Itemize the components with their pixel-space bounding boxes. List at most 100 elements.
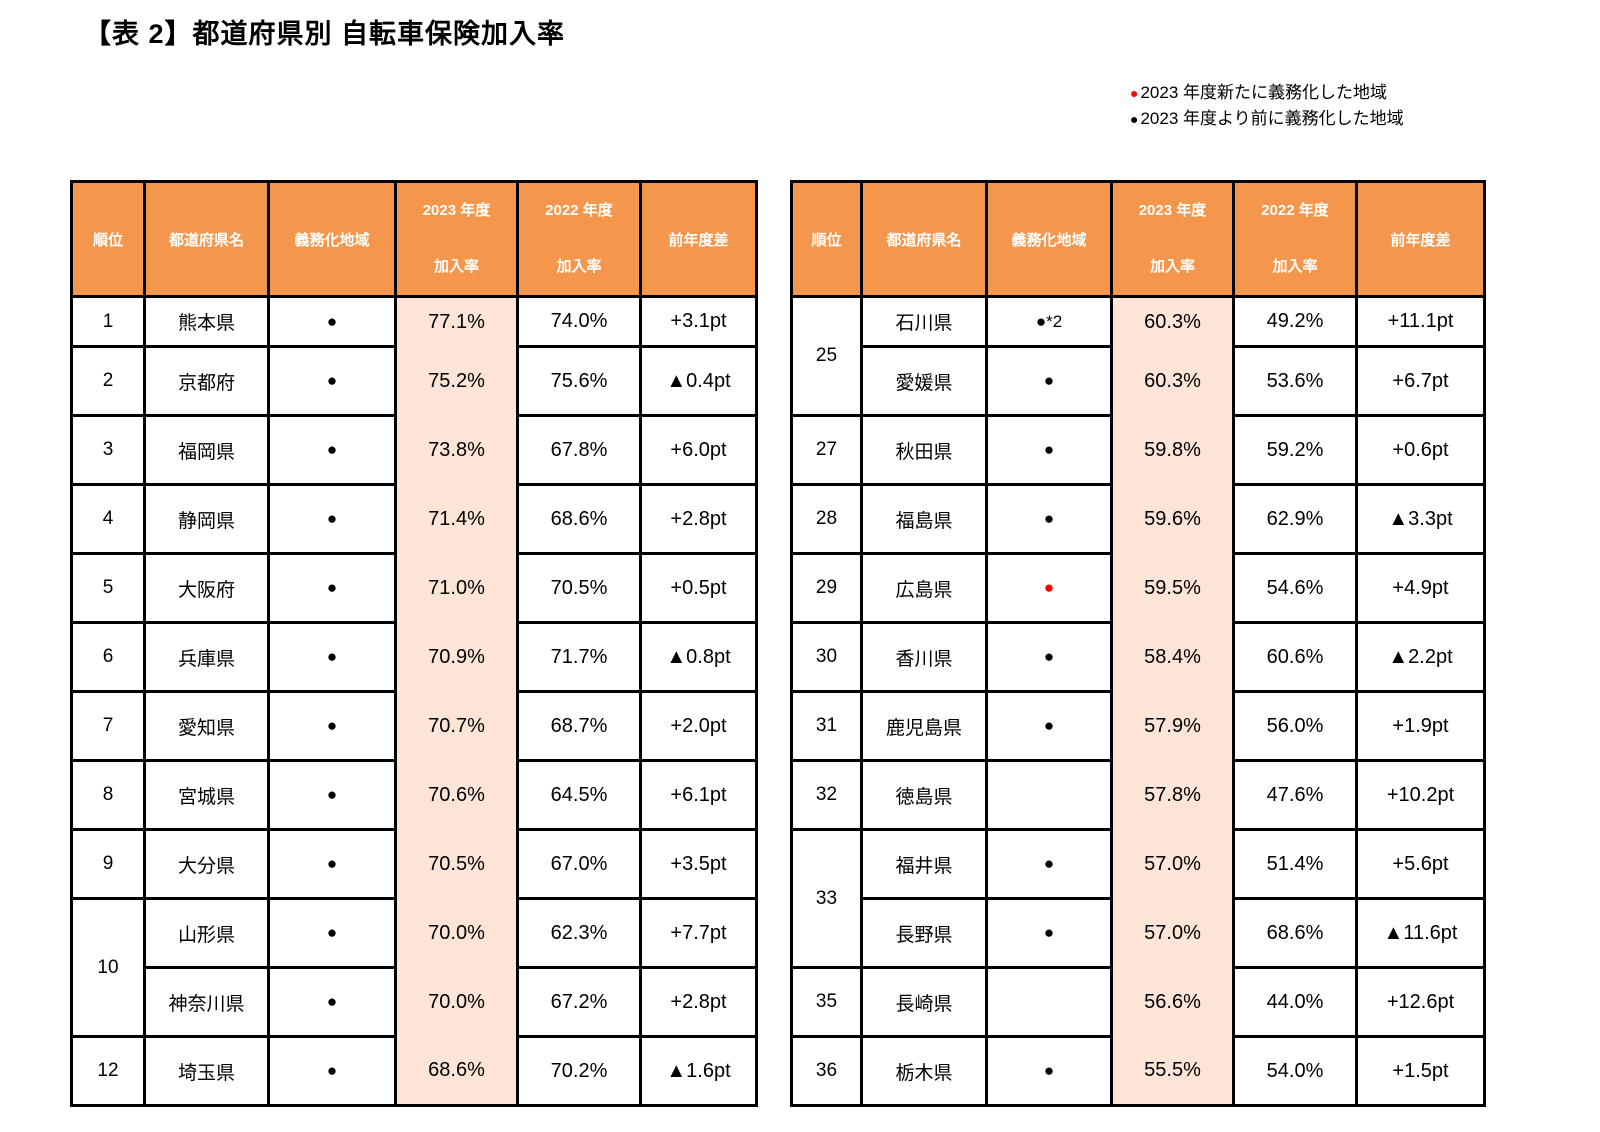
legend-item-new-2023: ● 2023 年度新たに義務化した地域 <box>1130 80 1404 106</box>
rate-2023-cell: 57.9% <box>1110 691 1235 761</box>
rate-2022-cell: 67.8% <box>516 414 642 486</box>
rank-cell: 31 <box>790 690 863 762</box>
col-header-rate-2023: 2023 年度 加入率 <box>394 180 519 298</box>
mandate-dot: ● <box>985 828 1113 900</box>
mandate-dot-new-2023: ● <box>985 552 1113 624</box>
table-row: 12 埼玉県 ● 68.6% 70.2% ▲1.6pt <box>70 1035 758 1107</box>
prefecture-cell: 兵庫県 <box>143 621 270 693</box>
prefecture-cell: 京都府 <box>143 345 270 417</box>
table-row: 31 鹿児島県 ● 57.9% 56.0% +1.9pt <box>790 690 1486 762</box>
rate-2022-cell: 70.2% <box>516 1035 642 1107</box>
rank-cell: 30 <box>790 621 863 693</box>
mandate-dot: ● <box>985 621 1113 693</box>
prefecture-cell: 埼玉県 <box>143 1035 270 1107</box>
ranking-table-right: 順位 都道府県名 義務化地域 2023 年度 加入率 2022 年度 加入率 前… <box>790 180 1486 1107</box>
table-row: 33 福井県 ● 57.0% 51.4% +5.6pt <box>790 828 1486 969</box>
mandate-dot: ● <box>267 345 397 417</box>
mandate-cell-empty <box>985 759 1113 831</box>
table-row: 7 愛知県 ● 70.7% 68.7% +2.0pt <box>70 690 758 762</box>
rate-2022-cell: 67.0% <box>516 828 642 900</box>
rate-2023-cell: 70.5% <box>394 829 519 899</box>
rate-2022-cell: 60.6% <box>1232 621 1358 693</box>
prefecture-cell: 石川県 <box>860 295 988 348</box>
diff-cell: +0.5pt <box>639 552 758 624</box>
rank-cell: 33 <box>790 828 863 969</box>
prefecture-cell: 熊本県 <box>143 295 270 348</box>
diff-cell: +0.6pt <box>1355 414 1486 486</box>
col-header-rate-2023: 2023 年度 加入率 <box>1110 180 1235 298</box>
rate-2023-cell: 59.8% <box>1110 415 1235 485</box>
rate-2022-cell: 70.5% <box>516 552 642 624</box>
mandate-dot: ● <box>267 759 397 831</box>
rate-2023-cell: 71.4% <box>394 484 519 554</box>
table-row: 9 大分県 ● 70.5% 67.0% +3.5pt <box>70 828 758 900</box>
table-row: 神奈川県 ● 70.0% 67.2% +2.8pt <box>72 966 758 1038</box>
mandate-dot: ● <box>985 690 1113 762</box>
prefecture-cell: 栃木県 <box>860 1035 988 1107</box>
mandate-dot: ● <box>267 295 397 348</box>
mandate-dot: ● <box>985 897 1113 969</box>
diff-cell: +5.6pt <box>1355 828 1486 900</box>
rate-2022-cell: 64.5% <box>516 759 642 831</box>
table-row: 3 福岡県 ● 73.8% 67.8% +6.0pt <box>70 414 758 486</box>
rank-cell: 36 <box>790 1035 863 1107</box>
rate-2022-cell: 53.6% <box>1232 345 1358 417</box>
rate-2023-cell: 75.2% <box>394 346 519 416</box>
rate-2022-cell: 71.7% <box>516 621 642 693</box>
rate-2022-cell: 68.6% <box>1232 897 1358 969</box>
diff-cell: +2.8pt <box>639 483 758 555</box>
table-row: 32 徳島県 57.8% 47.6% +10.2pt <box>790 759 1486 831</box>
diff-cell: +2.0pt <box>639 690 758 762</box>
diff-cell: +2.8pt <box>639 966 758 1038</box>
rate-2023-cell: 68.6% <box>394 1036 519 1106</box>
mandate-dot: ● <box>985 345 1113 417</box>
diff-cell: +1.9pt <box>1355 690 1486 762</box>
diff-cell: +11.1pt <box>1355 295 1486 348</box>
table-row: 28 福島県 ● 59.6% 62.9% ▲3.3pt <box>790 483 1486 555</box>
rank-cell: 10 <box>70 897 146 1038</box>
legend-label: 2023 年度新たに義務化した地域 <box>1140 83 1388 102</box>
rank-cell: 7 <box>70 690 146 762</box>
rate-2023-cell: 70.6% <box>394 760 519 830</box>
prefecture-cell: 山形県 <box>143 897 270 969</box>
rate-2023-cell: 71.0% <box>394 553 519 623</box>
diff-cell: +3.5pt <box>639 828 758 900</box>
col-header-mandate: 義務化地域 <box>985 180 1113 298</box>
col-header-rank: 順位 <box>790 180 863 298</box>
col-header-prefecture: 都道府県名 <box>143 180 270 298</box>
diff-cell: +6.0pt <box>639 414 758 486</box>
rate-2023-cell: 56.6% <box>1110 967 1235 1037</box>
col-header-diff: 前年度差 <box>1355 180 1486 298</box>
red-dot-icon: ● <box>1130 85 1139 101</box>
table-row: 30 香川県 ● 58.4% 60.6% ▲2.2pt <box>790 621 1486 693</box>
diff-cell: ▲0.8pt <box>639 621 758 693</box>
mandate-dot: ● <box>267 483 397 555</box>
diff-cell: ▲2.2pt <box>1355 621 1486 693</box>
table-row: 長野県 ● 57.0% 68.6% ▲11.6pt <box>792 897 1486 969</box>
col-header-diff: 前年度差 <box>639 180 758 298</box>
rank-cell: 32 <box>790 759 863 831</box>
rate-2023-cell: 57.8% <box>1110 760 1235 830</box>
rate-2022-cell: 54.0% <box>1232 1035 1358 1107</box>
mandate-dot: ● <box>267 897 397 969</box>
rate-2022-cell: 56.0% <box>1232 690 1358 762</box>
rank-cell: 8 <box>70 759 146 831</box>
rate-2023-cell: 60.3% <box>1110 296 1235 347</box>
table-row: 4 静岡県 ● 71.4% 68.6% +2.8pt <box>70 483 758 555</box>
mandate-dot: ● <box>985 1035 1113 1107</box>
table-row: 29 広島県 ● 59.5% 54.6% +4.9pt <box>790 552 1486 624</box>
rate-2023-cell: 70.9% <box>394 622 519 692</box>
rate-2023-cell: 70.0% <box>394 898 519 968</box>
rate-2023-cell: 73.8% <box>394 415 519 485</box>
rank-cell: 28 <box>790 483 863 555</box>
prefecture-cell: 大分県 <box>143 828 270 900</box>
header-row: 順位 都道府県名 義務化地域 2023 年度 加入率 2022 年度 加入率 前… <box>790 180 1486 298</box>
diff-cell: +4.9pt <box>1355 552 1486 624</box>
mandate-cell-empty <box>985 966 1113 1038</box>
rate-2022-cell: 67.2% <box>516 966 642 1038</box>
rate-2023-cell: 70.0% <box>394 967 519 1037</box>
diff-cell: +6.7pt <box>1355 345 1486 417</box>
black-dot-icon: ● <box>1130 111 1139 127</box>
rank-cell: 9 <box>70 828 146 900</box>
rate-2023-cell: 59.6% <box>1110 484 1235 554</box>
